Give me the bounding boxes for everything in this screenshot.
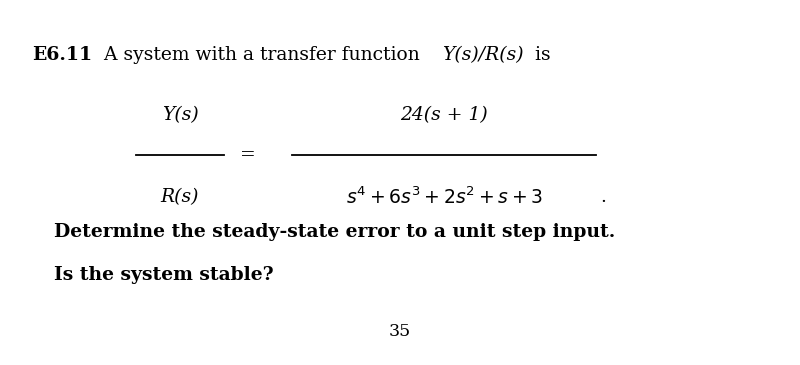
Text: R(s): R(s) bbox=[161, 188, 199, 206]
Text: 35: 35 bbox=[389, 323, 411, 340]
Text: A system with a transfer function: A system with a transfer function bbox=[86, 46, 426, 64]
Text: Y(s)/R(s): Y(s)/R(s) bbox=[442, 46, 524, 64]
Text: is: is bbox=[529, 46, 550, 64]
Text: 24(s + 1): 24(s + 1) bbox=[400, 106, 488, 124]
Text: =: = bbox=[240, 146, 256, 164]
Text: Determine the steady-state error to a unit step input.: Determine the steady-state error to a un… bbox=[54, 223, 616, 241]
Text: $s^4 + 6s^3 + 2s^2 + s + 3$: $s^4 + 6s^3 + 2s^2 + s + 3$ bbox=[346, 187, 542, 208]
Text: Y(s): Y(s) bbox=[162, 106, 198, 124]
Text: Is the system stable?: Is the system stable? bbox=[54, 266, 274, 284]
Text: E6.11: E6.11 bbox=[32, 46, 92, 64]
Text: .: . bbox=[600, 188, 606, 206]
